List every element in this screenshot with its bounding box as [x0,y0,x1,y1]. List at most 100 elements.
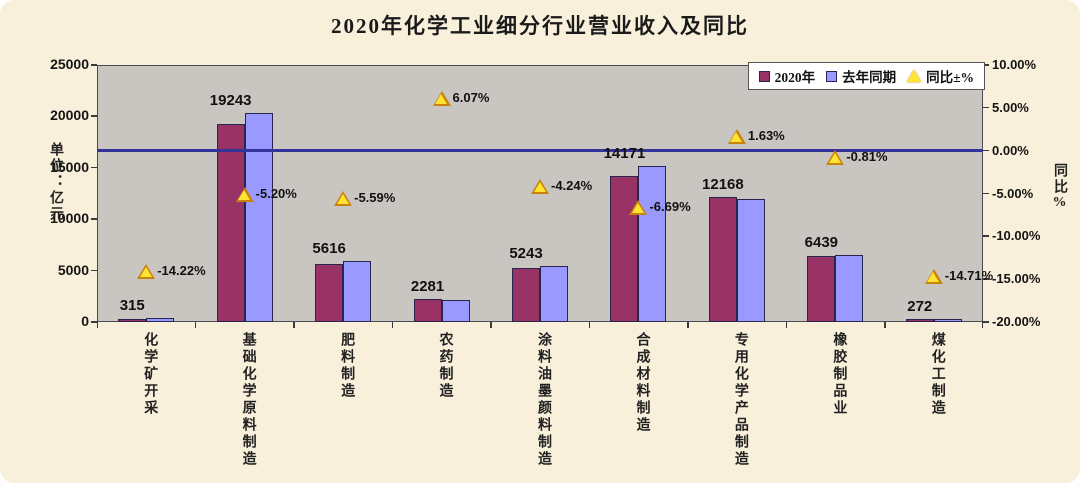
bar-prev-year [933,318,962,322]
x-category-label: 化学矿开采 [142,332,158,417]
y2-axis-tick-label: 5.00% [992,99,1029,115]
bar-prev-year [343,260,372,322]
x-category-label: 煤化工制造 [929,332,945,417]
bar-prev-year [146,318,175,322]
bar-prev-year [736,198,765,322]
x-axis-tick [588,322,591,328]
x-axis-tick [785,322,788,328]
yoy-triangle-fill-icon [730,131,743,142]
y-axis-tick [91,166,97,169]
y2-axis-tick-label: -15.00% [992,271,1041,287]
y-axis-tick-label: 15000 [50,158,89,175]
yoy-value-label: -5.20% [255,186,297,202]
yoy-value-label: -5.59% [354,189,396,205]
yoy-value-label: -14.22% [157,263,206,279]
yoy-triangle-fill-icon [828,152,841,163]
yoy-value-label: -6.69% [649,198,691,214]
bar-value-label: 315 [119,297,145,315]
yoy-triangle-fill-icon [533,181,546,192]
legend-triangle-icon [907,70,922,82]
x-axis-tick [490,322,492,328]
zero-baseline [97,149,983,153]
legend-swatch-prev-year-icon [826,70,838,82]
y2-axis-tick-label: 10.00% [992,57,1037,72]
bar-2020 [905,319,934,322]
chart-legend: 2020年 去年同期 同比±% [747,62,985,90]
y-axis-tick-label: 10000 [50,210,89,227]
yoy-value-label: 6.07% [452,89,490,105]
yoy-triangle-fill-icon [238,190,251,201]
legend-label-yoy: 同比±% [926,70,974,85]
x-axis-tick [884,322,886,328]
y-axis-tick-label: 20000 [50,107,89,124]
x-axis-tick [687,322,689,328]
bar-value-label: 5616 [312,239,346,257]
x-axis-tick [96,322,98,328]
x-category-label: 肥料制造 [339,332,355,400]
y2-axis-tick-label: -5.00% [992,185,1034,201]
legend-item-yoy: 同比±% [907,66,974,86]
y-axis-tick-label: 0 [81,313,89,329]
x-category-label: 基础化学原料制造 [240,332,256,468]
x-category-label: 合成材料制造 [634,332,650,434]
bar-prev-year [638,165,667,322]
y-axis-tick [91,64,97,66]
y-axis-tick-label: 25000 [50,56,89,72]
y2-axis-tick-label: -20.00% [992,314,1041,329]
legend-item-prev-year: 去年同期 [826,66,896,86]
legend-label-prev-year: 去年同期 [842,70,897,85]
x-axis-tick [391,322,394,328]
bar-prev-year [835,255,864,322]
y-axis-tick-label: 5000 [57,261,89,278]
bar-prev-year [540,265,568,322]
bar-2020 [413,298,442,322]
yoy-triangle-fill-icon [631,202,644,213]
y2-axis-tick [983,149,989,152]
bar-2020 [118,318,147,322]
bar-2020 [512,268,540,322]
y2-axis-tick [983,192,989,195]
bar-prev-year [244,113,273,322]
x-category-label: 专用化学产品制造 [732,332,748,468]
legend-item-2020: 2020年 [758,66,816,86]
bar-value-label: 5243 [509,244,543,262]
yoy-value-label: 1.63% [747,127,785,143]
bar-2020 [708,196,737,322]
x-category-label: 农药制造 [437,332,453,400]
chart-title: 2020年化学工业细分行业营业收入及同比 [331,14,749,38]
y2-axis-tick [983,278,989,280]
y-axis-tick [91,269,97,272]
bar-value-label: 2281 [410,277,445,295]
yoy-value-label: -0.81% [846,148,888,164]
yoy-triangle-fill-icon [139,267,152,278]
bar-value-label: 6439 [804,234,839,252]
left-axis-title: 单位：亿元 [48,142,63,222]
x-category-label: 涂料油墨颜料制造 [536,332,551,468]
y-axis-tick [91,321,97,323]
y2-axis-tick [983,235,989,237]
bar-value-label: 14171 [603,144,646,162]
y2-axis-tick-label: 0.00% [992,142,1029,158]
bar-2020 [216,124,245,322]
x-axis-tick [293,322,295,328]
y2-axis-tick-label: -10.00% [992,228,1041,244]
bar-2020 [610,176,639,322]
yoy-value-label: -4.24% [551,177,593,193]
x-axis-tick [194,322,197,328]
y-axis-tick [91,218,97,220]
legend-label-2020: 2020年 [774,70,816,85]
bar-2020 [315,264,344,322]
yoy-value-label: -14.71% [944,267,994,283]
y2-axis-tick [983,106,989,109]
bar-prev-year [441,299,470,322]
bar-value-label: 19243 [209,92,252,110]
x-category-label: 橡胶制品业 [831,332,847,417]
yoy-triangle-fill-icon [435,93,448,104]
legend-swatch-2020-icon [758,70,770,82]
x-axis-tick [981,322,983,328]
y2-axis-tick [983,64,989,66]
right-axis-title: 同比% [1052,163,1067,212]
y-axis-tick [91,115,97,117]
yoy-triangle-fill-icon [927,271,940,282]
